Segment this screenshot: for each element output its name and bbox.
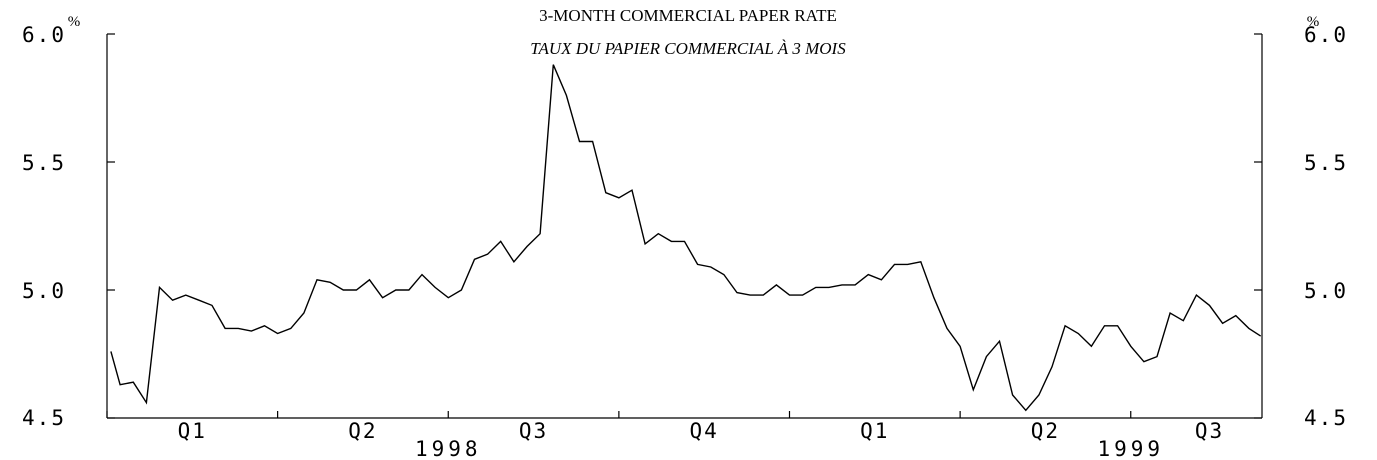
- quarter-label: Q4: [690, 419, 719, 443]
- quarter-label: Q3: [519, 419, 548, 443]
- y-tick-label-left: 5.0: [22, 279, 66, 303]
- y-tick-label-left: 6.0: [22, 23, 66, 47]
- y-tick-label-right: 4.5: [1304, 406, 1348, 430]
- year-label: 1998: [415, 437, 482, 460]
- quarter-label: Q1: [178, 419, 207, 443]
- y-tick-label-right: 5.5: [1304, 151, 1348, 175]
- right-unit-label: %: [1307, 14, 1320, 30]
- quarter-label: Q2: [1031, 419, 1060, 443]
- y-tick-label-right: 5.0: [1304, 279, 1348, 303]
- y-axis-ticks: 6.0 6.0 5.5 5.5 5.0 5.0 4.5 4.5: [22, 23, 1348, 430]
- series-line: [110, 64, 1262, 412]
- quarter-label: Q2: [348, 419, 377, 443]
- chart-subtitle: TAUX DU PAPIER COMMERCIAL À 3 MOIS: [530, 39, 846, 58]
- x-axis-ticks: Q1 Q2 Q3 Q4 Q1 Q2 Q3 1998 1999: [106, 411, 1224, 460]
- y-tick-label-left: 4.5: [22, 406, 66, 430]
- quarter-label: Q3: [1195, 419, 1224, 443]
- quarter-label: Q1: [860, 419, 889, 443]
- left-unit-label: %: [68, 14, 81, 30]
- y-tick-label-left: 5.5: [22, 151, 66, 175]
- chart-title: 3-MONTH COMMERCIAL PAPER RATE: [539, 6, 837, 25]
- series-group: [110, 64, 1262, 412]
- year-label: 1999: [1097, 437, 1164, 460]
- y-tick-label-right: 6.0: [1304, 23, 1348, 47]
